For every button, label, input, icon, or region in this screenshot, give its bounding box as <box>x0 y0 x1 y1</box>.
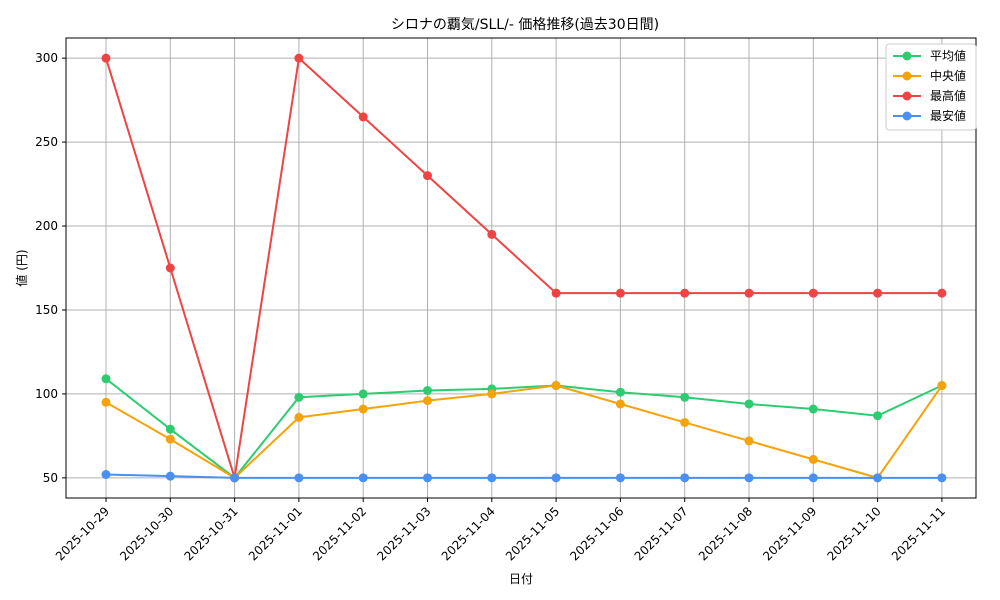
data-point <box>937 381 947 391</box>
data-point <box>423 473 432 483</box>
data-point <box>680 288 690 298</box>
data-point <box>294 392 304 402</box>
data-point <box>487 389 497 399</box>
data-point <box>294 53 304 63</box>
data-point <box>165 471 175 481</box>
data-point <box>937 288 947 298</box>
data-point <box>808 454 818 464</box>
data-point <box>551 381 561 391</box>
data-point <box>615 473 625 483</box>
data-point <box>744 436 754 446</box>
y-tick-label: 50 <box>43 471 58 485</box>
legend-label: 最安値 <box>930 108 966 123</box>
grid <box>66 38 976 498</box>
data-point <box>744 288 754 298</box>
series-4 <box>101 469 947 483</box>
series-line <box>105 57 942 479</box>
data-point <box>487 229 497 239</box>
data-point <box>101 469 111 479</box>
data-point <box>358 389 368 399</box>
y-tick-label: 300 <box>35 51 58 65</box>
plot-frame <box>65 37 977 499</box>
data-point <box>680 417 690 427</box>
data-point <box>873 411 883 421</box>
data-point <box>101 374 111 384</box>
legend-label: 平均値 <box>930 48 966 63</box>
series-line <box>105 378 943 479</box>
data-point <box>808 288 818 298</box>
data-point <box>744 399 754 409</box>
legend-label: 中央値 <box>930 68 966 83</box>
data-point <box>358 404 368 414</box>
y-tick-label: 150 <box>35 303 58 317</box>
data-point <box>808 404 818 414</box>
series-line <box>105 384 943 479</box>
data-point <box>294 473 304 483</box>
data-point <box>873 473 883 483</box>
y-tick-label: 200 <box>35 219 58 233</box>
y-axis-ticks: 50 100 150 200 250 300 <box>35 51 66 485</box>
data-point <box>230 473 240 483</box>
data-point <box>487 473 497 483</box>
data-point <box>423 386 432 396</box>
data-point <box>165 263 175 273</box>
series-line <box>105 473 942 479</box>
data-point <box>551 288 561 298</box>
chart-title: シロナの覇気/SLL/- 価格推移(過去30日間) <box>391 17 659 33</box>
data-point <box>615 288 625 298</box>
legend-swatch-marker <box>902 71 912 81</box>
legend-swatch-marker <box>902 111 912 121</box>
y-tick-label: 250 <box>35 135 58 149</box>
x-axis-label: 日付 <box>509 572 533 586</box>
data-point <box>165 424 175 434</box>
data-point <box>294 412 304 422</box>
legend-label: 最高値 <box>930 88 966 103</box>
data-point <box>423 171 432 181</box>
series-lines <box>101 53 947 483</box>
data-point <box>165 434 175 444</box>
data-point <box>808 473 818 483</box>
data-point <box>358 112 368 122</box>
data-point <box>615 387 625 397</box>
legend-swatch-marker <box>902 51 912 61</box>
data-point <box>680 473 690 483</box>
data-point <box>551 473 561 483</box>
data-point <box>680 392 690 402</box>
data-point <box>937 473 947 483</box>
data-point <box>101 53 111 63</box>
data-point <box>873 288 883 298</box>
legend-swatch-marker <box>902 91 912 101</box>
data-point <box>101 397 111 407</box>
y-axis-label: 値 (円) <box>14 249 29 286</box>
legend-box <box>885 43 977 131</box>
series-2 <box>101 381 947 483</box>
data-point <box>744 473 754 483</box>
data-point <box>423 396 432 406</box>
data-point <box>358 473 368 483</box>
y-tick-label: 100 <box>35 387 58 401</box>
data-point <box>615 399 625 409</box>
